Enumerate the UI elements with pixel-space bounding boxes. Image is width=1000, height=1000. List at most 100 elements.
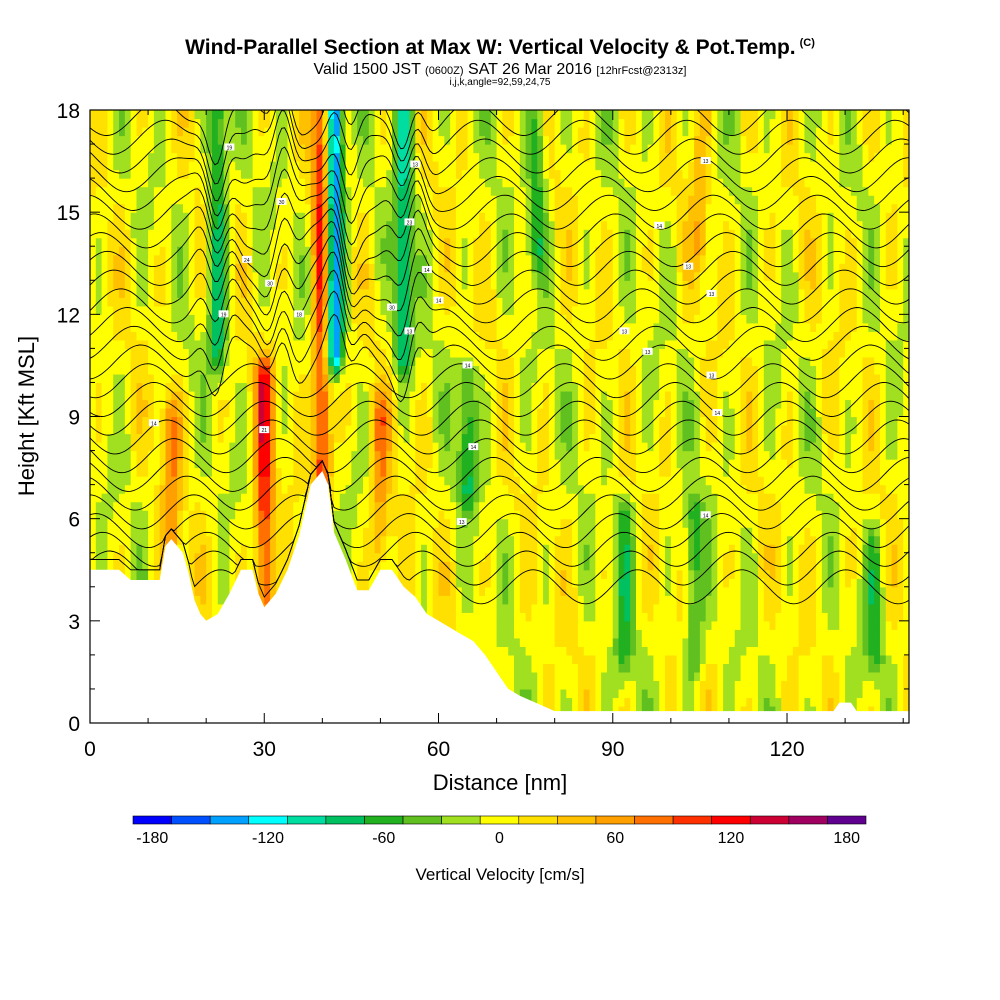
velocity-cell: [119, 135, 126, 145]
velocity-cell: [107, 254, 114, 264]
velocity-cell: [206, 169, 213, 179]
velocity-cell: [438, 127, 445, 137]
velocity-cell: [194, 450, 201, 460]
velocity-cell: [299, 212, 306, 222]
velocity-cell: [194, 416, 201, 426]
velocity-cell: [217, 339, 225, 349]
velocity-cell: [304, 220, 312, 230]
velocity-cell: [467, 390, 474, 401]
velocity-cell: [252, 510, 260, 520]
velocity-cell: [153, 220, 161, 230]
velocity-cell: [374, 484, 382, 494]
velocity-cell: [101, 561, 109, 571]
velocity-cell: [421, 127, 428, 137]
velocity-cell: [95, 169, 103, 179]
velocity-cell: [275, 348, 283, 358]
velocity-cell: [206, 212, 213, 222]
velocity-cell: [450, 425, 457, 435]
velocity-cell: [194, 161, 201, 171]
velocity-cell: [368, 127, 376, 137]
velocity-cell: [200, 237, 207, 247]
velocity-cell: [484, 501, 492, 511]
velocity-cell: [95, 552, 103, 562]
velocity-cell: [281, 501, 289, 511]
velocity-cell: [450, 152, 457, 162]
velocity-cell: [432, 322, 440, 332]
velocity-cell: [258, 178, 265, 188]
velocity-cell: [415, 569, 422, 579]
velocity-cell: [124, 288, 132, 298]
velocity-cell: [124, 127, 132, 137]
velocity-cell: [287, 186, 294, 196]
velocity-cell: [229, 229, 236, 239]
velocity-cell: [281, 110, 289, 120]
velocity-cell: [188, 433, 196, 443]
velocity-cell: [287, 407, 294, 418]
velocity-cell: [275, 518, 283, 528]
velocity-cell: [107, 356, 114, 367]
velocity-cell: [281, 331, 289, 341]
velocity-cell: [479, 169, 486, 179]
velocity-cell: [351, 229, 358, 239]
velocity-cell: [299, 467, 306, 477]
velocity-cell: [165, 450, 172, 460]
velocity-cell: [461, 552, 469, 562]
velocity-cell: [299, 322, 306, 332]
velocity-cell: [444, 527, 451, 537]
velocity-cell: [188, 501, 196, 511]
velocity-cell: [148, 288, 155, 298]
velocity-cell: [380, 161, 387, 171]
velocity-cell: [113, 212, 120, 222]
velocity-cell: [368, 518, 376, 528]
velocity-cell: [148, 518, 155, 528]
velocity-cell: [409, 416, 416, 426]
velocity-cell: [188, 110, 196, 120]
velocity-cell: [426, 476, 434, 486]
velocity-cell: [119, 365, 126, 375]
velocity-cell: [281, 544, 289, 554]
velocity-cell: [130, 331, 138, 341]
velocity-cell: [229, 331, 236, 341]
velocity-cell: [275, 288, 283, 298]
velocity-cell: [90, 305, 97, 315]
velocity-cell: [211, 535, 219, 545]
velocity-cell: [409, 127, 416, 137]
velocity-cell: [270, 110, 277, 120]
velocity-cell: [142, 331, 149, 341]
velocity-cell: [270, 578, 277, 588]
velocity-cell: [368, 356, 376, 367]
velocity-cell: [392, 569, 399, 579]
velocity-cell: [316, 382, 323, 392]
velocity-cell: [188, 339, 196, 349]
velocity-cell: [403, 527, 411, 537]
velocity-cell: [188, 450, 196, 460]
velocity-cell: [450, 493, 457, 503]
velocity-cell: [153, 305, 161, 315]
velocity-cell: [136, 263, 143, 273]
velocity-cell: [275, 356, 283, 367]
velocity-cell: [310, 297, 318, 307]
velocity-cell: [241, 544, 248, 554]
velocity-cell: [142, 501, 149, 511]
velocity-cell: [392, 442, 399, 452]
velocity-cell: [246, 416, 254, 426]
velocity-cell: [142, 220, 149, 230]
velocity-cell: [368, 288, 376, 298]
velocity-cell: [211, 425, 219, 435]
velocity-cell: [322, 356, 329, 367]
velocity-cell: [368, 535, 376, 545]
velocity-cell: [368, 254, 376, 264]
velocity-cell: [188, 195, 196, 205]
velocity-cell: [229, 493, 236, 503]
velocity-cell: [363, 493, 370, 503]
velocity-cell: [252, 382, 260, 392]
velocity-cell: [484, 186, 492, 196]
velocity-cell: [130, 365, 138, 375]
velocity-cell: [397, 399, 405, 409]
velocity-cell: [322, 229, 329, 239]
velocity-cell: [479, 127, 486, 137]
velocity-cell: [450, 305, 457, 315]
velocity-cell: [386, 263, 393, 273]
velocity-cell: [310, 365, 318, 375]
velocity-cell: [148, 161, 155, 171]
